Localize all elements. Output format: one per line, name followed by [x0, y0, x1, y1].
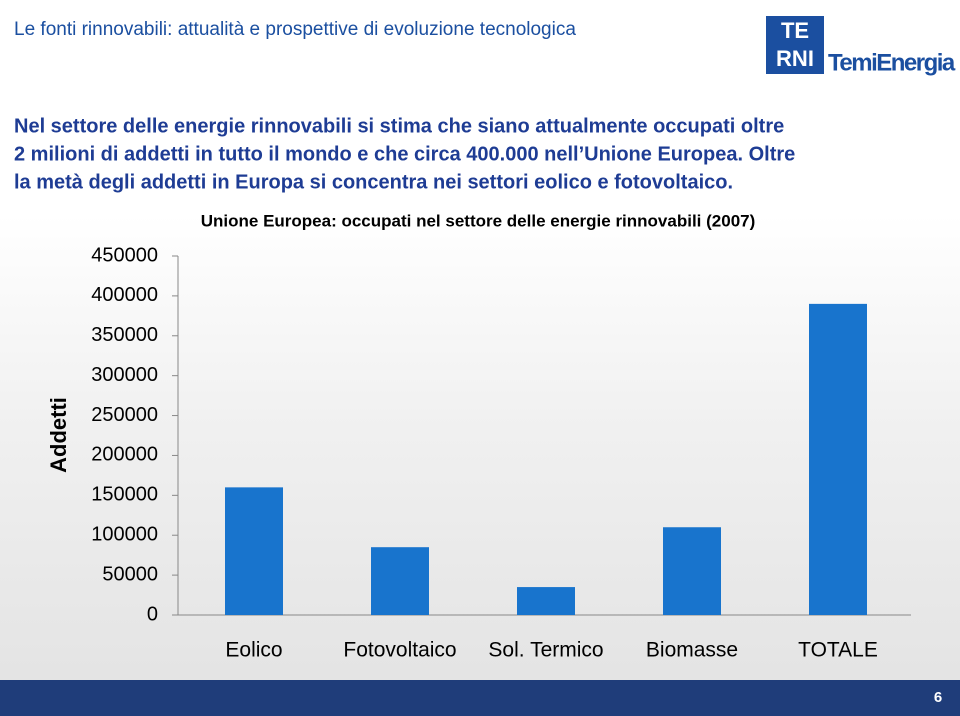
x-tick-label: Sol. Termico — [488, 639, 603, 662]
y-tick-label: 300000 — [91, 364, 158, 386]
y-tick-label: 250000 — [91, 404, 158, 426]
x-tick-label: Fotovoltaico — [343, 639, 456, 662]
intro-line: la metà degli addetti in Europa si conce… — [14, 171, 733, 193]
intro-line: 2 milioni di addetti in tutto il mondo e… — [14, 143, 795, 165]
bar — [225, 487, 283, 615]
logo-box — [766, 16, 824, 74]
x-tick-label: Biomasse — [646, 639, 738, 662]
bar — [809, 303, 867, 615]
x-tick-label: Eolico — [225, 639, 282, 662]
intro-line: Nel settore delle energie rinnovabili si… — [14, 115, 784, 137]
y-axis-title: Addetti — [46, 397, 71, 473]
y-tick-label: 0 — [147, 603, 158, 625]
page-number: 6 — [934, 689, 942, 706]
logo-name: TemiEnergia — [828, 49, 956, 76]
y-tick-label: 50000 — [102, 563, 158, 585]
chart-title: Unione Europea: occupati nel settore del… — [201, 211, 756, 230]
x-tick-label: TOTALE — [798, 639, 878, 662]
y-tick-label: 400000 — [91, 284, 158, 306]
slide-title: Le fonti rinnovabili: attualità e prospe… — [14, 19, 576, 40]
bar — [663, 527, 721, 615]
y-tick-label: 100000 — [91, 524, 158, 546]
y-tick-label: 150000 — [91, 484, 158, 506]
bar — [371, 547, 429, 615]
logo-text: TE — [781, 18, 809, 43]
y-tick-label: 450000 — [91, 244, 158, 266]
bar — [517, 587, 575, 615]
y-tick-label: 200000 — [91, 444, 158, 466]
logo-text: RNI — [776, 46, 814, 71]
y-tick-label: 350000 — [91, 324, 158, 346]
footer-bar — [0, 680, 960, 716]
